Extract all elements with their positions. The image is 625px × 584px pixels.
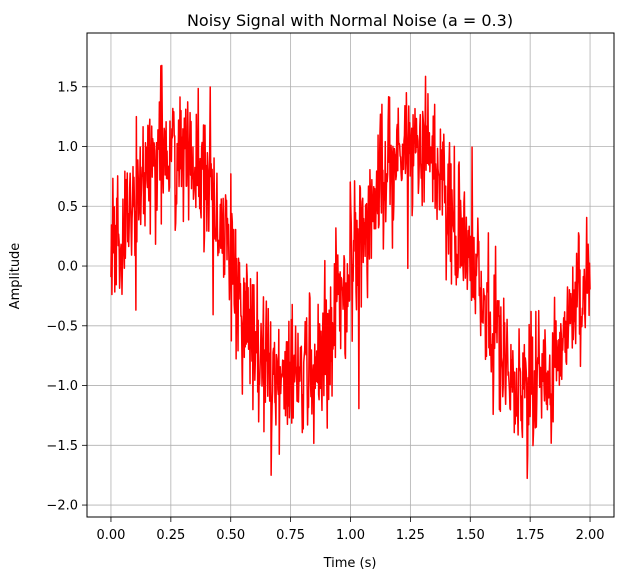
y-axis: −2.0 −1.5 −1.0 −0.5 0.0 0.5 1.0 1.5 (46, 80, 87, 514)
x-tick-label: 0.00 (96, 528, 125, 543)
y-tick-label: 0.5 (57, 200, 78, 215)
y-tick-label: 1.5 (57, 80, 78, 95)
x-axis-label: Time (s) (323, 556, 377, 571)
x-tick-label: 1.00 (336, 528, 365, 543)
x-tick-label: 1.25 (396, 528, 425, 543)
plot-area (110, 64, 591, 480)
y-tick-label: −1.5 (46, 439, 78, 454)
x-tick-label: 1.50 (456, 528, 485, 543)
x-axis: 0.00 0.25 0.50 0.75 1.00 1.25 1.50 1.75 2.00 (96, 517, 605, 543)
x-tick-label: 0.50 (216, 528, 245, 543)
chart-title: Noisy Signal with Normal Noise (a = 0.3) (187, 11, 513, 30)
x-tick-label: 0.75 (276, 528, 305, 543)
y-axis-label: Amplitude (8, 243, 23, 310)
y-tick-label: 1.0 (57, 140, 78, 155)
signal-line (110, 64, 591, 480)
x-tick-label: 2.00 (576, 528, 605, 543)
y-tick-label: −1.0 (46, 379, 78, 394)
x-tick-label: 1.75 (516, 528, 545, 543)
y-tick-label: −0.5 (46, 319, 78, 334)
x-tick-label: 0.25 (156, 528, 185, 543)
y-tick-label: −2.0 (46, 499, 78, 514)
y-tick-label: 0.0 (57, 260, 78, 275)
